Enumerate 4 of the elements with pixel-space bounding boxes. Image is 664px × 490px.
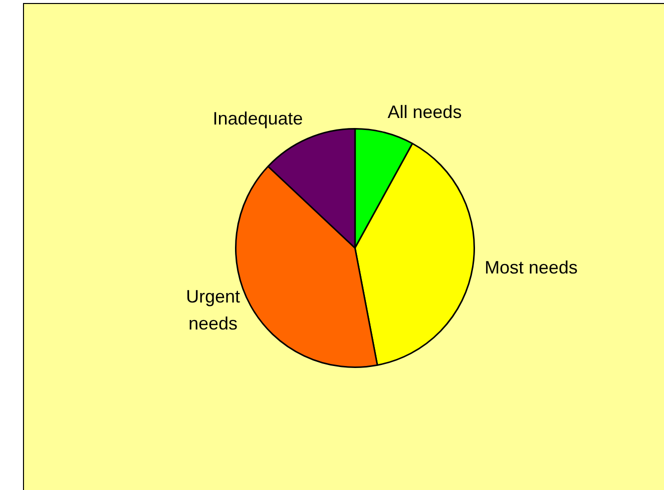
slice-label: Most needs [484,258,578,278]
slice-label: All needs [388,102,462,122]
slice-label: Urgent needs [186,286,240,334]
slice-label: Inadequate [212,108,303,129]
